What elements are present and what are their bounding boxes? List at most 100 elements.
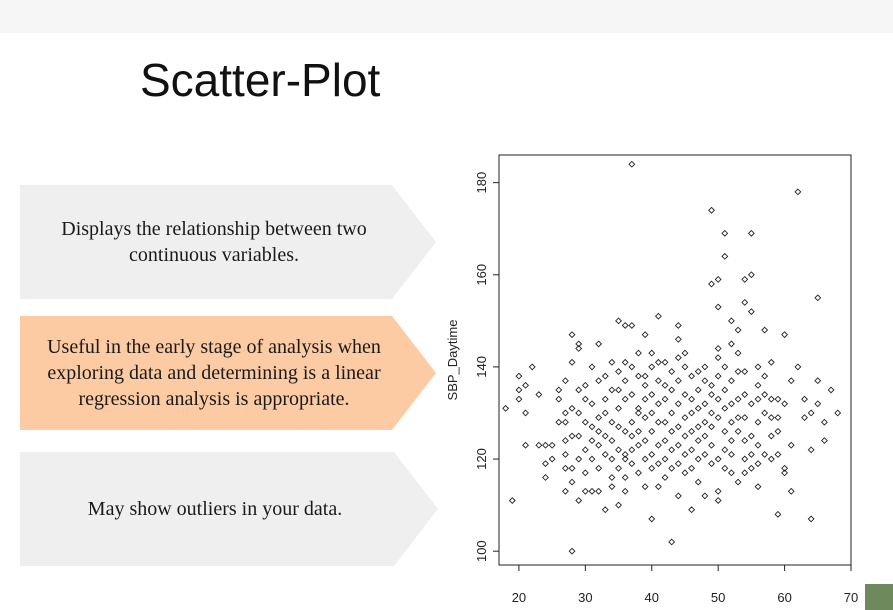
data-point xyxy=(747,432,755,440)
info-card-relationship: Displays the relationship between two co… xyxy=(20,185,436,299)
data-point xyxy=(714,487,722,495)
y-tick-label: 120 xyxy=(474,448,489,470)
data-point xyxy=(708,206,715,214)
slide-title: Scatter-Plot xyxy=(140,54,381,106)
data-point xyxy=(588,400,596,408)
data-point xyxy=(734,326,742,334)
data-point xyxy=(794,363,802,371)
data-point xyxy=(801,395,808,403)
data-point xyxy=(648,464,656,472)
data-point xyxy=(668,409,676,417)
data-point xyxy=(721,446,729,454)
data-point xyxy=(767,414,775,422)
data-point xyxy=(621,427,629,435)
data-point xyxy=(542,474,549,481)
data-point xyxy=(721,427,729,435)
data-point xyxy=(734,478,742,486)
data-point xyxy=(568,404,576,412)
data-point xyxy=(628,418,636,426)
data-point xyxy=(807,515,815,523)
data-point xyxy=(714,455,722,463)
data-point xyxy=(714,354,722,362)
data-point xyxy=(688,427,696,435)
data-point xyxy=(787,487,795,495)
data-point xyxy=(694,437,702,445)
info-card-outliers: May show outliers in your data. xyxy=(20,452,438,566)
data-point xyxy=(601,372,609,380)
data-point xyxy=(754,483,762,491)
data-point xyxy=(714,372,722,380)
data-point xyxy=(581,446,589,454)
data-point xyxy=(601,432,609,440)
data-point xyxy=(575,497,583,504)
data-point xyxy=(708,280,715,288)
data-point xyxy=(548,441,556,449)
data-point xyxy=(741,391,749,398)
data-point xyxy=(820,437,828,445)
data-point xyxy=(621,455,629,463)
data-point xyxy=(728,340,735,348)
data-point xyxy=(834,409,842,417)
data-point xyxy=(734,414,742,422)
data-point xyxy=(641,381,649,389)
data-point xyxy=(674,423,682,431)
data-point xyxy=(654,312,662,320)
data-point xyxy=(681,451,689,458)
data-point xyxy=(747,451,755,458)
data-point xyxy=(588,487,596,495)
data-point xyxy=(568,331,576,339)
data-point xyxy=(641,483,649,491)
data-point xyxy=(608,386,616,394)
data-point xyxy=(621,451,629,458)
data-point xyxy=(548,455,556,463)
data-point xyxy=(528,363,536,371)
data-point xyxy=(827,386,835,394)
data-point xyxy=(674,460,682,468)
data-point xyxy=(754,418,762,426)
data-point xyxy=(555,386,563,394)
data-point xyxy=(575,340,583,348)
data-point xyxy=(588,437,596,445)
data-point xyxy=(714,345,722,352)
data-point xyxy=(608,483,616,491)
data-point xyxy=(561,409,569,417)
data-point xyxy=(581,469,589,477)
data-point xyxy=(681,391,689,398)
info-card-text: May show outliers in your data. xyxy=(87,498,343,520)
data-point xyxy=(635,404,642,412)
data-point xyxy=(628,363,636,371)
data-point xyxy=(555,395,563,403)
data-point xyxy=(814,294,822,302)
data-point xyxy=(708,391,715,398)
y-tick-label: 100 xyxy=(474,540,489,562)
data-point xyxy=(787,441,795,449)
data-point xyxy=(774,427,782,435)
data-point xyxy=(654,418,662,426)
data-point xyxy=(701,418,709,426)
data-point xyxy=(674,322,682,329)
data-point xyxy=(820,418,828,426)
data-point xyxy=(754,441,762,449)
data-point xyxy=(635,372,642,380)
data-point xyxy=(688,446,696,454)
data-point xyxy=(674,377,682,385)
data-point xyxy=(581,381,589,389)
data-point xyxy=(641,395,649,403)
data-point xyxy=(628,160,636,168)
data-point xyxy=(561,487,569,495)
data-point xyxy=(595,464,603,472)
data-point xyxy=(741,298,749,306)
data-point xyxy=(728,377,735,385)
data-point xyxy=(781,400,789,408)
data-point xyxy=(641,331,649,339)
data-point xyxy=(635,409,642,417)
data-point xyxy=(568,478,576,486)
data-point xyxy=(621,487,629,495)
data-point xyxy=(608,455,616,463)
y-axis-label: SBP_Daytime xyxy=(445,320,460,401)
data-point xyxy=(542,441,549,449)
info-card-text: Useful in the early stage of analysis wh… xyxy=(47,336,381,410)
data-point xyxy=(728,418,735,426)
data-point xyxy=(654,460,662,468)
